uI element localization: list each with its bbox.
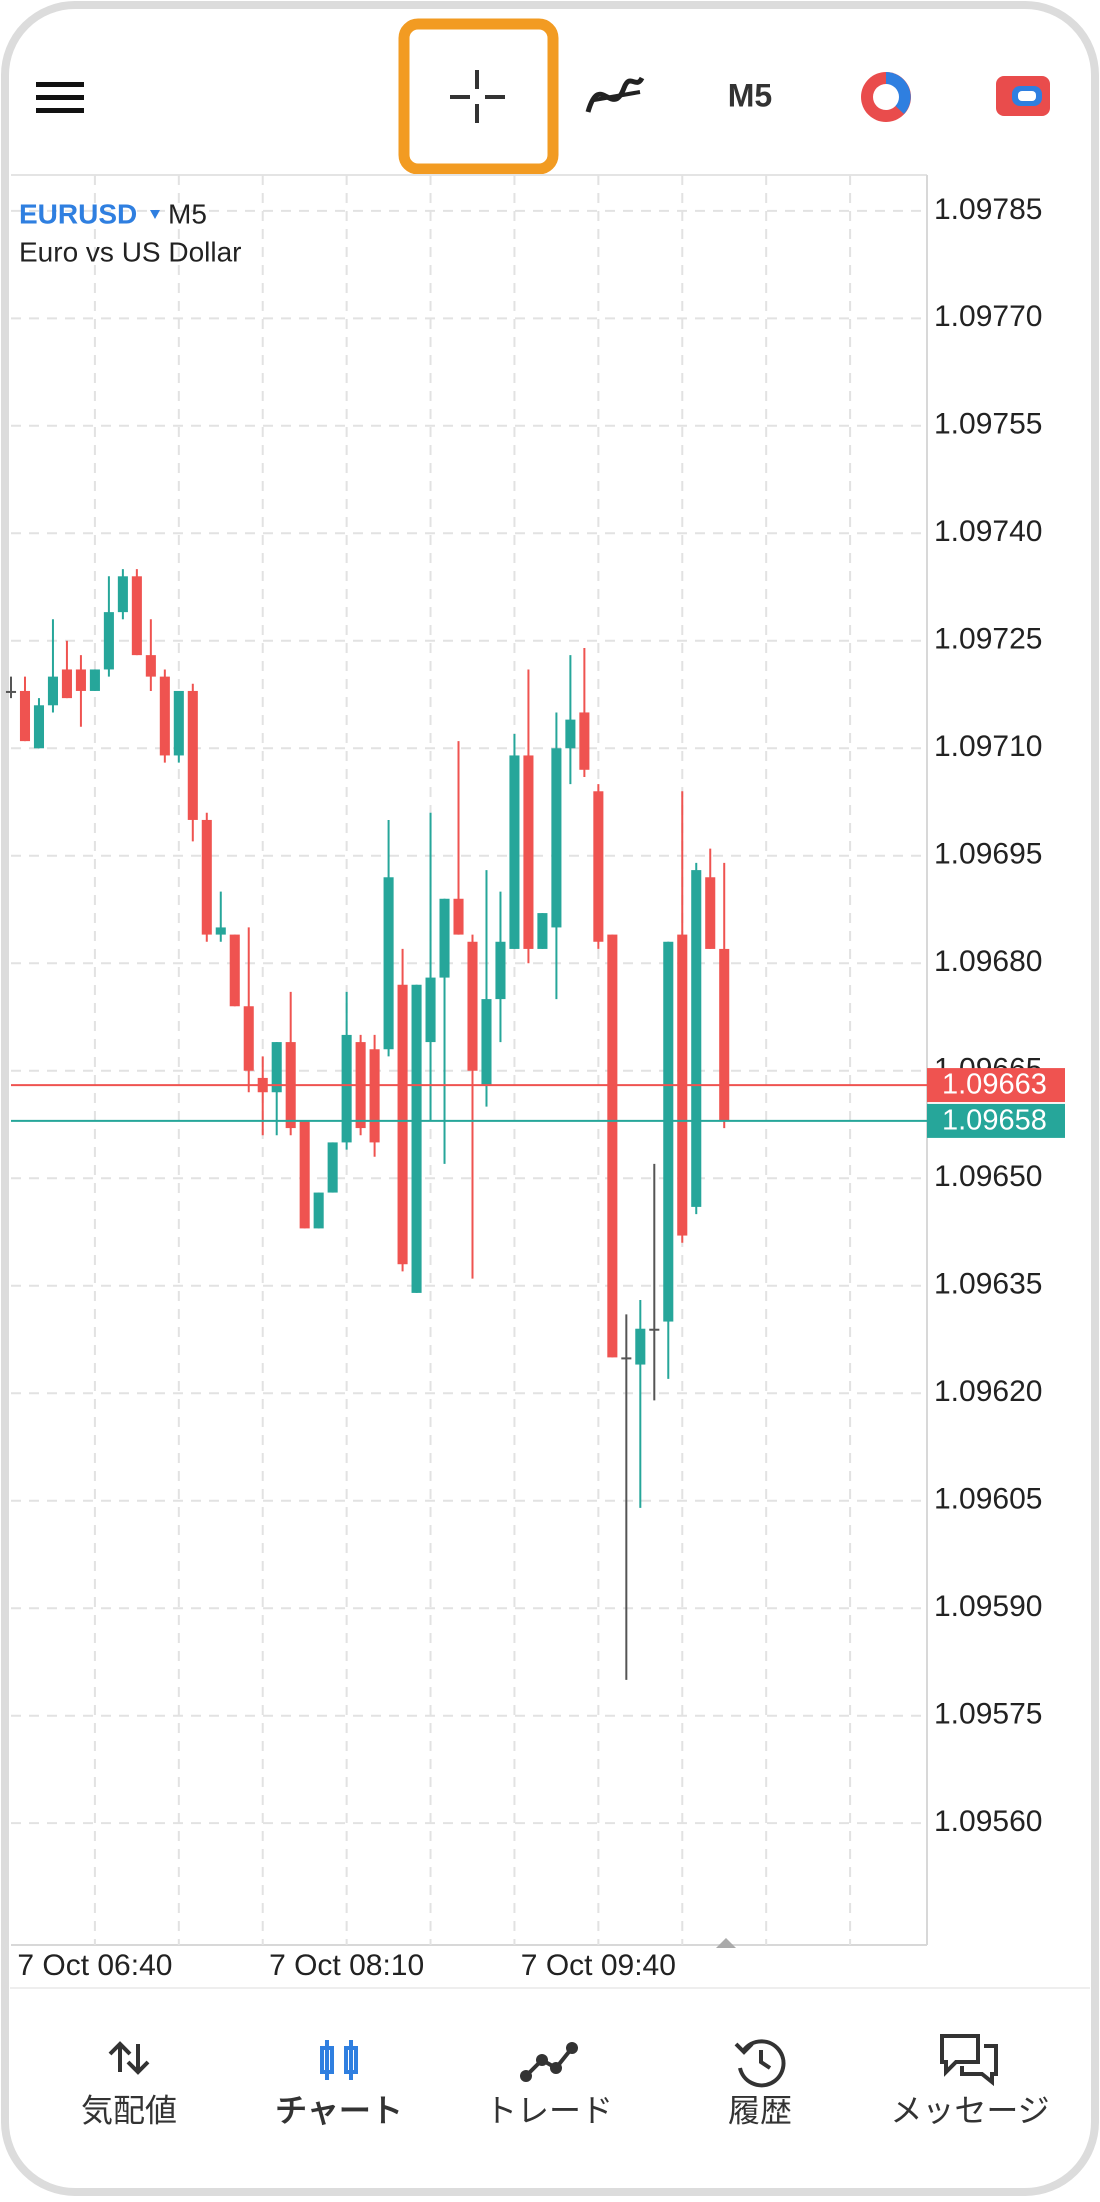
- quotes-icon: [108, 2041, 150, 2075]
- x-tick-label: 7 Oct 08:10: [269, 1949, 424, 1982]
- chart-icon: [320, 2040, 358, 2080]
- symbol-dropdown[interactable]: [150, 210, 160, 219]
- price-tag: [927, 1103, 1065, 1138]
- y-tick-label: 1.09575: [934, 1698, 1042, 1731]
- symbol-description: Euro vs US Dollar: [19, 236, 242, 267]
- candle-body: [327, 1142, 338, 1193]
- messages-icon: [940, 2034, 998, 2087]
- candle-body: [33, 705, 45, 749]
- nav-label[interactable]: チャート: [275, 2092, 403, 2128]
- candle-body: [89, 669, 100, 691]
- candle-body: [411, 984, 422, 1293]
- y-tick-label: 1.09605: [934, 1483, 1042, 1516]
- candle-body: [61, 669, 72, 699]
- highlight-box: [398, 18, 559, 175]
- crosshair-button[interactable]: [450, 70, 505, 123]
- price-tag: [927, 1068, 1065, 1103]
- candle-body: [621, 1357, 632, 1360]
- candle-body: [649, 1328, 660, 1331]
- candle-body: [425, 977, 436, 1043]
- x-tick-label: 7 Oct 09:40: [521, 1949, 676, 1982]
- indicators-button-line: [593, 90, 641, 102]
- y-tick-label: 1.09695: [934, 838, 1042, 871]
- candle-body: [551, 748, 562, 928]
- candle-body: [5, 690, 17, 693]
- y-tick-label: 1.09650: [934, 1160, 1042, 1193]
- candle-body: [719, 948, 730, 1121]
- candle-body: [481, 999, 492, 1086]
- candle-body: [397, 984, 408, 1265]
- candle-body: [187, 690, 198, 820]
- trade-clock-button[interactable]: [861, 72, 911, 122]
- price-tag-label: 1.09663: [942, 1069, 1047, 1101]
- y-tick-label: 1.09755: [934, 408, 1042, 441]
- candle-body: [131, 576, 142, 656]
- candle-body: [299, 1120, 310, 1229]
- candle-body: [509, 755, 520, 949]
- candle-body: [173, 690, 184, 756]
- candle-body: [635, 1328, 646, 1365]
- candle-body: [439, 898, 450, 978]
- timeframe-button[interactable]: M5: [728, 77, 772, 113]
- nav-label[interactable]: 気配値: [81, 2092, 177, 2128]
- candle-body: [313, 1192, 324, 1229]
- y-tick-label: 1.09560: [934, 1805, 1042, 1838]
- trade-icon: [520, 2042, 578, 2082]
- y-tick-label: 1.09725: [934, 623, 1042, 656]
- candle-body: [495, 941, 506, 1000]
- history-icon: [734, 2039, 786, 2088]
- candle-body: [705, 877, 716, 949]
- chart: 1.09785 1.09770 1.09755 1.09740 1.09725 1.097…: [5, 174, 1065, 1982]
- candle-body: [117, 576, 128, 613]
- candle-body: [453, 898, 464, 935]
- candle-body: [103, 612, 114, 670]
- nav-label[interactable]: トレード: [485, 2092, 613, 2128]
- candle-body: [271, 1042, 282, 1093]
- candle-body: [383, 877, 394, 1050]
- menu-button[interactable]: [36, 82, 84, 113]
- chart-timeframe: M5: [168, 198, 207, 229]
- y-tick-label: 1.09590: [934, 1590, 1042, 1623]
- account-button[interactable]: [996, 76, 1050, 116]
- y-tick-label: 1.09785: [934, 193, 1042, 226]
- y-tick-label: 1.09770: [934, 300, 1042, 333]
- nav-label[interactable]: 履歴: [728, 2092, 792, 2128]
- y-tick-label: 1.09620: [934, 1375, 1042, 1408]
- price-tag-label: 1.09658: [942, 1105, 1047, 1137]
- candle-body: [607, 934, 618, 1358]
- candle-body: [19, 690, 31, 742]
- candle-body: [243, 1006, 254, 1071]
- candle-body: [663, 941, 674, 1322]
- candle-body: [691, 870, 702, 1207]
- candle-body: [47, 676, 58, 706]
- y-tick-label: 1.09710: [934, 730, 1042, 763]
- candle-body: [593, 791, 604, 942]
- candle-body: [75, 669, 86, 691]
- x-tick-label: 7 Oct 06:40: [17, 1949, 172, 1982]
- y-tick-label: 1.09740: [934, 515, 1042, 548]
- candle-body: [341, 1034, 352, 1143]
- candle-body: [369, 1049, 380, 1143]
- candle-body: [229, 934, 240, 1007]
- scroll-marker: [716, 1938, 736, 1948]
- candle-body: [201, 819, 212, 935]
- candle-body: [579, 712, 590, 770]
- candle-body: [145, 655, 156, 677]
- symbol[interactable]: EURUSD: [19, 198, 137, 229]
- nav-label[interactable]: メッセージ: [890, 2092, 1049, 2128]
- candle-body: [523, 755, 534, 949]
- candle-body: [159, 676, 170, 756]
- candle-body: [565, 719, 576, 749]
- y-tick-label: 1.09635: [934, 1268, 1042, 1301]
- candle-body: [537, 913, 548, 949]
- candle-body: [467, 941, 478, 1071]
- candle-body: [215, 927, 226, 935]
- y-tick-label: 1.09680: [934, 945, 1042, 978]
